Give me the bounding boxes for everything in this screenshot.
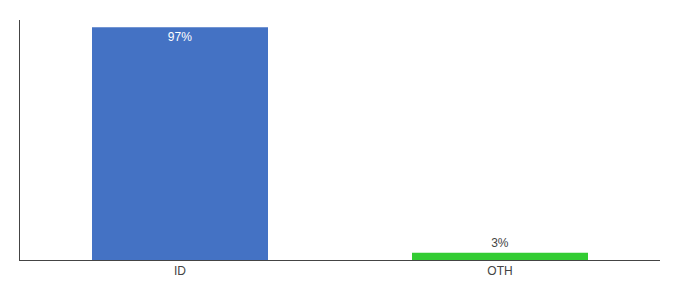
svg-text:97%: 97% xyxy=(168,30,192,44)
svg-text:OTH: OTH xyxy=(487,264,512,278)
svg-text:3%: 3% xyxy=(491,236,509,250)
svg-text:ID: ID xyxy=(174,264,186,278)
